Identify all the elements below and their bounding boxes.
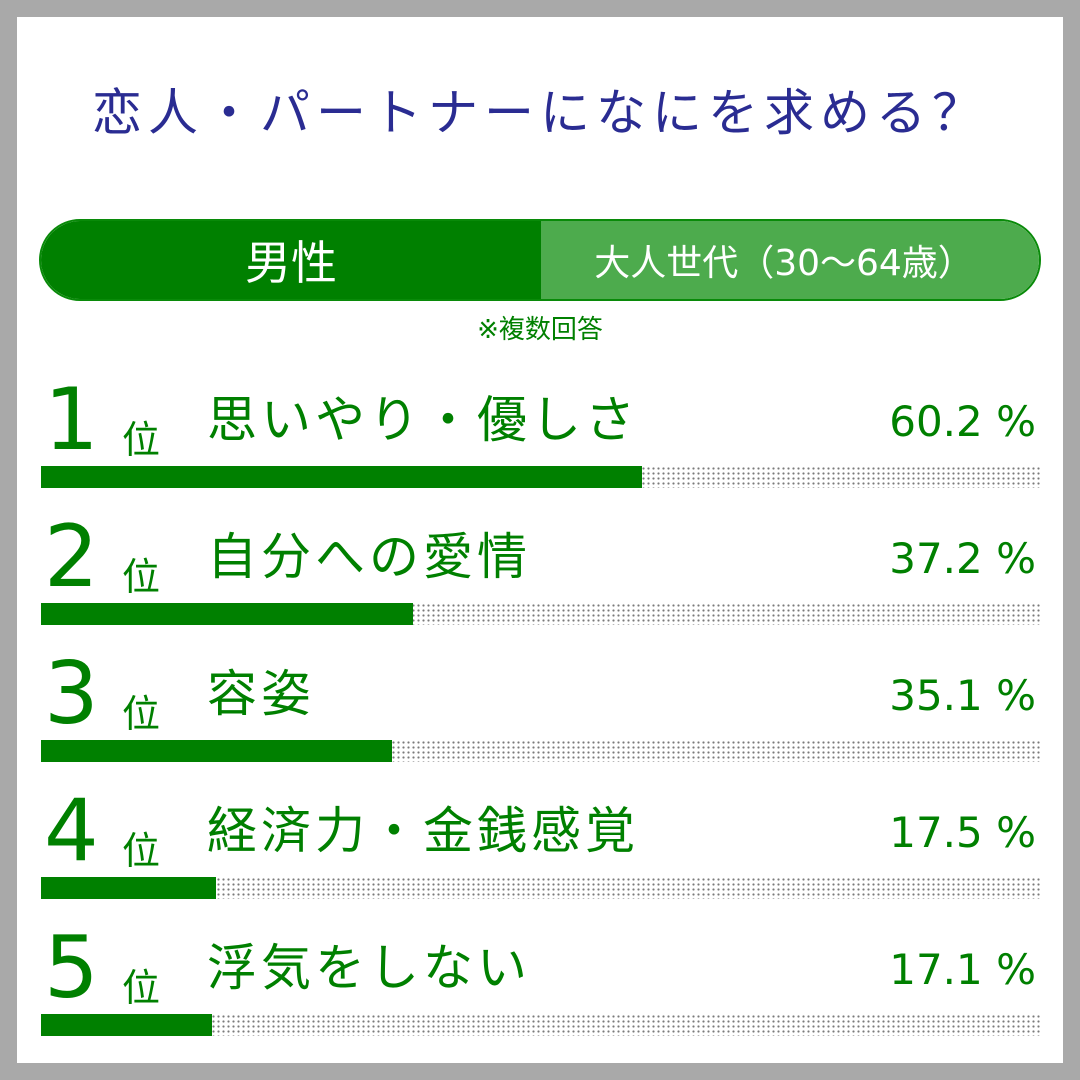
category-label: 容姿 [207,665,315,723]
bar [41,603,413,625]
rank-suffix: 位 [122,829,161,873]
rank-number: 5 [44,918,99,1018]
ranking-row: 3 位 容姿 35.1 % [0,644,1080,762]
category-label: 経済力・金銭感覚 [207,802,639,860]
ranking-row: 1 位 思いやり・優しさ 60.2 % [0,370,1080,488]
bar-track [41,466,1040,488]
value-label: 37.2 % [889,534,1036,583]
ranking-row: 2 位 自分への愛情 37.2 % [0,507,1080,625]
rank-suffix: 位 [122,555,161,599]
value-label: 17.1 % [889,945,1036,994]
rank-number: 2 [44,507,99,607]
category-label: 浮気をしない [207,939,531,997]
bar-track [41,740,1040,762]
segment-header: 男性 大人世代（30〜64歳） [39,219,1041,301]
ranking-row: 4 位 経済力・金銭感覚 17.5 % [0,781,1080,899]
rank-suffix: 位 [122,966,161,1010]
bar [41,466,643,488]
category-label: 思いやり・優しさ [207,391,639,449]
gender-label: 男性 [41,221,541,299]
ranking-row: 5 位 浮気をしない 17.1 % [0,918,1080,1036]
rank-number: 1 [44,370,99,470]
bar-track [41,603,1040,625]
bar [41,740,392,762]
bar-track [41,877,1040,899]
rank-suffix: 位 [122,418,161,462]
category-label: 自分への愛情 [207,528,531,586]
value-label: 17.5 % [889,808,1036,857]
age-group-label: 大人世代（30〜64歳） [541,221,1039,299]
bar [41,877,216,899]
bar [41,1014,212,1036]
value-label: 60.2 % [889,397,1036,446]
value-label: 35.1 % [889,671,1036,720]
chart-title: 恋人・パートナーになにを求める？ [92,84,988,142]
rank-number: 3 [44,644,99,744]
rank-suffix: 位 [122,692,161,736]
rank-number: 4 [44,781,99,881]
bar-track [41,1014,1040,1036]
multiple-answer-note: ※複数回答 [477,315,603,345]
